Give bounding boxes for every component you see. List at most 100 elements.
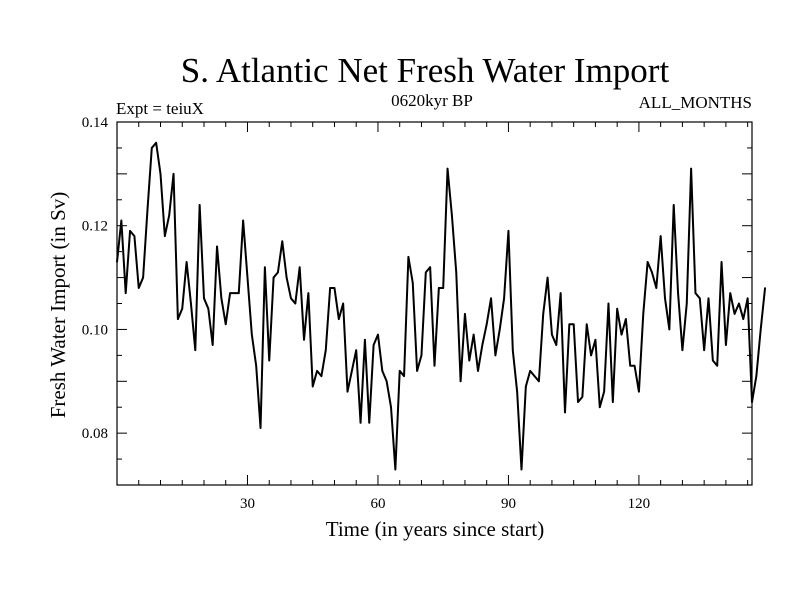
data-point [120,219,123,222]
data-point [320,375,323,377]
data-point [272,276,275,279]
data-point [568,323,571,326]
data-point [220,297,223,300]
data-point [477,370,479,372]
data-point [625,318,627,320]
data-point [538,380,540,383]
data-point [129,230,131,232]
data-point [194,349,197,351]
data-point [146,209,149,211]
data-point [494,354,497,357]
data-point [142,276,144,279]
data-point [303,339,305,341]
data-point [172,173,175,175]
experiment-label: Expt = teiuX [116,99,204,118]
data-point [655,287,658,289]
data-point [420,354,423,357]
y-axis-label: Fresh Water Import (in Sv) [46,192,70,419]
y-tick-label: 0.12 [82,219,108,235]
data-point [607,302,610,305]
data-point [472,333,475,336]
data-point [290,297,292,300]
data-point [246,276,249,279]
data-point [185,261,188,263]
data-point [716,364,719,367]
data-point [233,292,236,294]
data-point [751,401,753,403]
data-point [398,370,401,372]
data-point [559,292,562,294]
data-point [742,318,745,320]
data-point [268,359,271,362]
data-point [729,292,732,294]
data-point [746,297,749,300]
data-point [681,349,684,351]
data-point [481,344,484,346]
data-point [416,370,418,372]
data-point [694,292,697,294]
data-point [355,349,358,351]
data-point [311,385,314,388]
data-point [207,307,210,310]
data-point [307,292,310,294]
data-point [346,390,349,393]
data-point [503,297,505,300]
data-point [116,261,118,263]
data-point [198,204,201,206]
x-axis: 30 60 90 120 [138,122,749,512]
data-point [425,271,427,274]
data-point [725,344,727,346]
data-point [377,333,379,336]
data-point [298,266,301,269]
data-point [342,302,344,305]
data-point [585,323,588,326]
data-point [455,271,458,274]
data-point [150,147,153,149]
months-label: ALL_MONTHS [639,93,752,112]
data-point [177,318,179,320]
data-point [590,354,592,357]
data-point [277,271,279,274]
data-point [485,323,488,326]
data-point [564,411,566,414]
data-point [520,468,523,471]
data-point [285,276,288,279]
data-point [433,364,436,367]
x-axis-label: Time (in years since start) [326,517,545,541]
data-point [164,235,166,237]
data-point [351,370,353,372]
data-point [211,344,214,346]
data-point [511,349,514,351]
data-point [598,406,601,409]
data-point [551,333,553,336]
plot-frame [116,121,753,486]
data-point [251,333,253,336]
data-point [616,307,618,310]
data-point [507,230,510,232]
data-point [459,380,462,383]
data-point [464,313,466,315]
data-point [490,297,492,300]
data-point [720,261,723,263]
data-point [137,287,140,289]
data-point [224,323,227,326]
data-point [516,390,518,393]
data-point [381,370,384,372]
data-point [442,287,445,289]
series-line [116,141,767,471]
data-point [672,204,675,206]
period-label: 0620kyr BP [391,91,473,110]
data-point [394,468,397,471]
data-point [581,396,584,398]
data-point [155,141,157,144]
data-point [764,287,766,289]
y-tick-label: 0.10 [82,322,108,338]
data-point [168,214,170,217]
data-point [385,380,388,383]
data-point [594,339,597,341]
y-axis: 0.08 0.10 0.12 0.14 [82,115,752,460]
data-point [203,297,205,300]
data-point [338,318,340,320]
data-point [451,214,453,217]
